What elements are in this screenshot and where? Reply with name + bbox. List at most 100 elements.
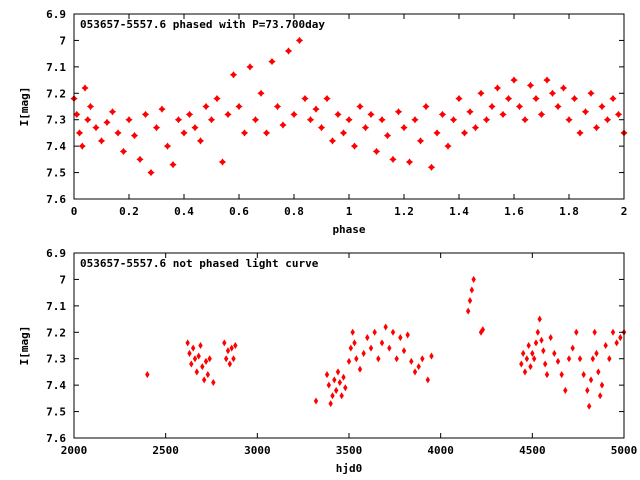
unphased-data-point (533, 339, 539, 347)
phased-y-axis-label: I[mag] (18, 87, 31, 127)
phased-data-point (240, 129, 249, 137)
phased-data-point (554, 102, 562, 111)
phased-data-point (207, 116, 216, 124)
phased-data-point (103, 118, 111, 126)
unphased-data-point (346, 357, 352, 365)
unphased-data-point (368, 344, 374, 352)
phased-data-point (400, 124, 408, 132)
unphased-data-point (201, 376, 207, 384)
phased-data-point (130, 131, 139, 140)
phased-data-point (444, 142, 452, 150)
phased-data-point (84, 116, 92, 124)
unphased-data-point (618, 334, 623, 342)
phased-x-tick-label: 1.4 (449, 205, 469, 218)
phased-data-point (488, 102, 496, 111)
phased-data-point (229, 71, 238, 79)
unphased-data-point (577, 355, 583, 363)
unphased-data-point (405, 331, 410, 339)
unphased-data-point (233, 341, 238, 350)
phased-data-point (246, 63, 254, 71)
unphased-y-tick-label: 6.9 (46, 247, 66, 260)
phased-data-point (158, 105, 166, 113)
phased-data-point (460, 129, 469, 137)
phased-data-point (108, 108, 117, 116)
unphased-y-tick-label: 7.4 (46, 379, 66, 392)
phased-x-tick-label: 0.2 (119, 205, 139, 218)
unphased-data-point (535, 328, 541, 336)
phased-y-tick-label: 7.6 (46, 193, 66, 206)
unphased-data-point (542, 360, 548, 368)
unphased-plot-title: 053657-5557.6 not phased light curve (80, 257, 319, 270)
phased-data-point (196, 137, 205, 145)
phased-data-point (592, 124, 601, 132)
phased-data-point (422, 102, 430, 111)
phased-data-point (119, 147, 128, 156)
phased-data-point (367, 110, 375, 119)
phased-data-point (78, 142, 86, 150)
unphased-x-tick-label: 3500 (336, 444, 363, 457)
unphased-data-point (352, 339, 357, 347)
unphased-data-point (192, 355, 198, 363)
unphased-data-point (398, 334, 403, 342)
unphased-data-point (530, 349, 535, 357)
phased-data-point (262, 129, 271, 137)
phased-data-point (565, 116, 573, 124)
unphased-data-point (324, 371, 330, 379)
phased-data-point (405, 158, 414, 166)
phased-data-point (499, 110, 507, 119)
phased-data-point (532, 94, 540, 103)
phased-data-points (70, 36, 628, 177)
unphased-data-point (531, 355, 537, 363)
unphased-data-point (203, 357, 209, 365)
unphased-y-tick-label: 7.1 (46, 300, 66, 313)
phased-data-point (279, 121, 287, 129)
phased-data-point (411, 116, 419, 124)
unphased-data-point (189, 360, 194, 368)
phased-data-point (433, 129, 441, 137)
unphased-data-point (465, 307, 471, 315)
unphased-data-point (614, 339, 619, 347)
unphased-data-point (198, 341, 203, 350)
phased-data-point (477, 89, 485, 97)
phased-x-tick-label: 0.6 (229, 205, 249, 218)
phased-data-point (268, 57, 276, 66)
phased-y-tick-label: 7.4 (46, 140, 66, 153)
phased-data-point (537, 110, 546, 119)
phased-plot-panel: 0 0.2 0.4 0.6 0.8 1 1.2 1.4 1.6 1.8 2 6.9 7 7.1 7.2 7.3… (18, 8, 628, 236)
unphased-data-point (387, 344, 392, 352)
phased-data-point (218, 158, 227, 166)
unphased-data-point (361, 349, 366, 357)
phased-x-tick-label: 0 (71, 205, 78, 218)
phased-data-point (570, 94, 579, 103)
unphased-data-point (328, 400, 333, 408)
phased-data-point (345, 116, 353, 124)
unphased-data-point (539, 336, 544, 344)
unphased-y-axis-label: I[mag] (18, 326, 31, 366)
unphased-x-tick-label: 2000 (61, 444, 88, 457)
phased-x-tick-label: 0.4 (174, 205, 194, 218)
unphased-data-points (145, 275, 627, 410)
phased-data-point (493, 84, 502, 92)
phased-data-point (141, 110, 150, 119)
phased-data-point (224, 110, 232, 119)
phased-data-point (306, 116, 315, 124)
unphased-data-point (524, 355, 530, 363)
phased-data-point (587, 89, 595, 97)
phased-y-tick-label: 7.5 (46, 167, 66, 180)
phased-data-point (416, 137, 425, 145)
phased-data-point (466, 108, 474, 116)
phased-data-point (361, 124, 370, 132)
phased-data-point (394, 108, 403, 116)
phased-data-point (273, 102, 282, 111)
unphased-data-point (552, 349, 557, 357)
phased-data-point (515, 102, 524, 111)
unphased-data-point (223, 355, 229, 363)
phased-data-point (471, 124, 480, 132)
unphased-data-point (390, 328, 396, 336)
phased-y-tick-label: 7.1 (46, 61, 66, 74)
unphased-data-point (341, 373, 346, 381)
unphased-data-point (599, 381, 605, 389)
phased-data-point (427, 163, 436, 171)
phased-data-point (152, 124, 161, 132)
